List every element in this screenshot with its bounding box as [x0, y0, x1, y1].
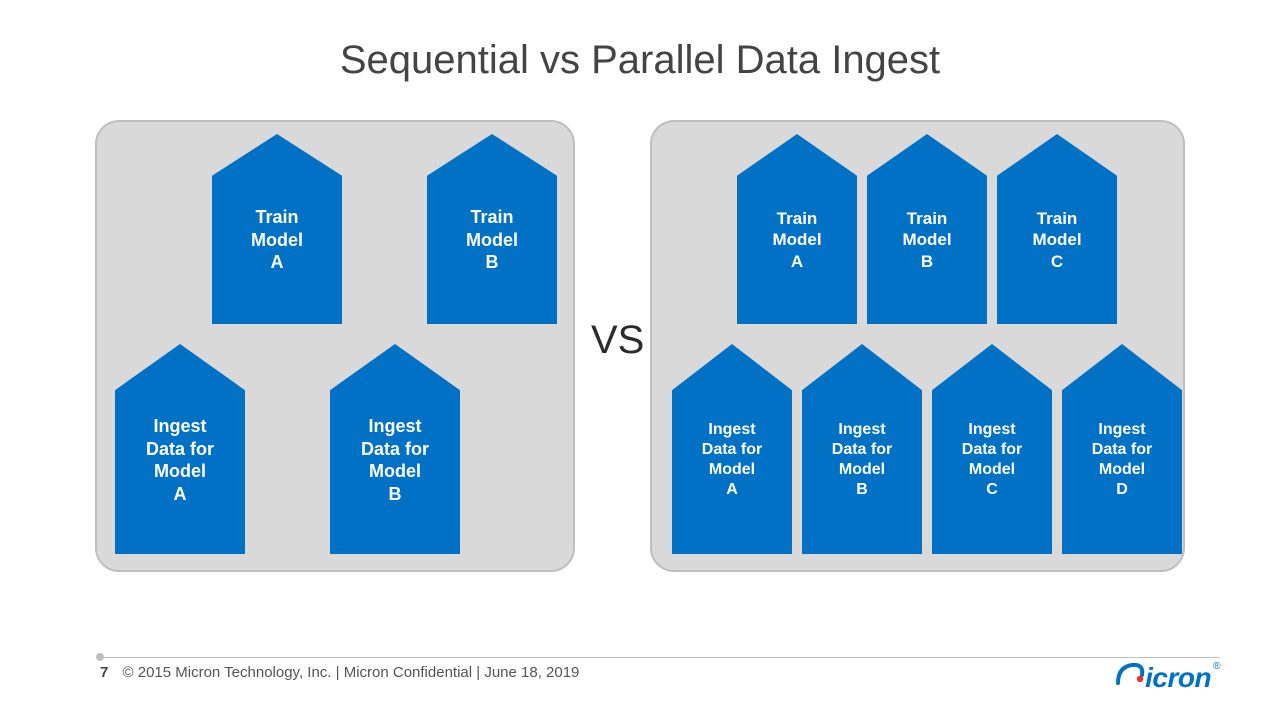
- footer-text: 7 © 2015 Micron Technology, Inc. | Micro…: [100, 664, 579, 681]
- slide: Sequential vs Parallel Data Ingest Train…: [0, 0, 1280, 720]
- sequential-train-label: Train Model A: [251, 184, 303, 274]
- footer-copyright: © 2015 Micron Technology, Inc. | Micron …: [123, 664, 580, 681]
- footer-rule: [100, 657, 1220, 658]
- parallel-ingest-label: Ingest Data for Model C: [962, 398, 1022, 500]
- parallel-ingest-shape: Ingest Data for Model B: [802, 344, 922, 554]
- parallel-panel: Train Model A Train Model B Train Model …: [650, 120, 1185, 572]
- parallel-train-label: Train Model B: [902, 186, 951, 272]
- sequential-train-shape: Train Model B: [427, 134, 557, 324]
- slide-title: Sequential vs Parallel Data Ingest: [0, 0, 1280, 83]
- parallel-train-label: Train Model A: [772, 186, 821, 272]
- parallel-ingest-label: Ingest Data for Model D: [1092, 398, 1152, 500]
- logo-registered-icon: ®: [1213, 661, 1220, 672]
- sequential-ingest-shape: Ingest Data for Model B: [330, 344, 460, 554]
- parallel-ingest-label: Ingest Data for Model A: [702, 398, 762, 500]
- page-number: 7: [100, 664, 108, 681]
- sequential-train-shape: Train Model A: [212, 134, 342, 324]
- sequential-ingest-label: Ingest Data for Model B: [361, 393, 429, 505]
- parallel-ingest-shape: Ingest Data for Model D: [1062, 344, 1182, 554]
- diagram-stage: Train Model A Train Model B Ingest Data …: [0, 120, 1280, 580]
- sequential-panel: Train Model A Train Model B Ingest Data …: [95, 120, 575, 572]
- parallel-ingest-shape: Ingest Data for Model C: [932, 344, 1052, 554]
- logo-text: icron: [1145, 662, 1211, 693]
- sequential-ingest-label: Ingest Data for Model A: [146, 393, 214, 505]
- footer-rule-dot-icon: [96, 653, 104, 661]
- parallel-train-shape: Train Model C: [997, 134, 1117, 324]
- parallel-train-shape: Train Model A: [737, 134, 857, 324]
- logo-orbit-icon: [1115, 661, 1145, 691]
- parallel-train-label: Train Model C: [1032, 186, 1081, 272]
- footer: 7 © 2015 Micron Technology, Inc. | Micro…: [100, 657, 1220, 682]
- parallel-ingest-shape: Ingest Data for Model A: [672, 344, 792, 554]
- parallel-train-shape: Train Model B: [867, 134, 987, 324]
- micron-logo: icron®: [1115, 661, 1220, 694]
- sequential-train-label: Train Model B: [466, 184, 518, 274]
- sequential-ingest-shape: Ingest Data for Model A: [115, 344, 245, 554]
- parallel-ingest-label: Ingest Data for Model B: [832, 398, 892, 500]
- vs-label: VS: [591, 318, 644, 363]
